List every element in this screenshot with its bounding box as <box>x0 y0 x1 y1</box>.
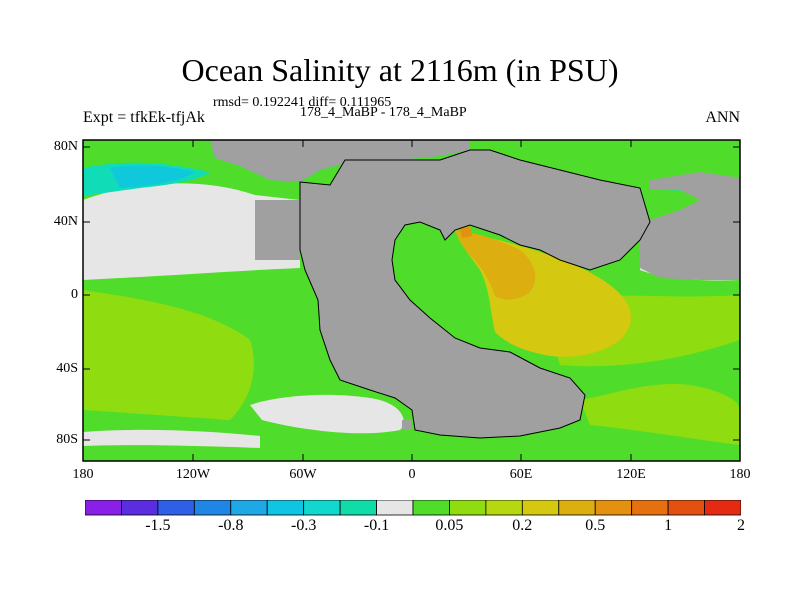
colorbar-box <box>485 500 523 516</box>
colorbar-box <box>266 500 305 516</box>
lat-label-40n: 40N <box>53 214 78 229</box>
colorbar-box <box>412 500 450 516</box>
lat-label-80n: 80N <box>53 139 78 154</box>
lat-label-0: 0 <box>71 287 78 302</box>
colorbar-box <box>631 500 669 516</box>
colorbar-tick-label: 2 <box>737 517 745 534</box>
colorbar-box <box>376 500 414 516</box>
lon-label-180e: 180 <box>729 467 751 482</box>
colorbar-box <box>85 500 122 516</box>
colorbar-box <box>339 500 377 516</box>
subtitle: 178_4_MaBP - 178_4_MaBP <box>300 105 467 120</box>
southern-lightgreen-band <box>83 290 254 420</box>
colorbar-box <box>449 500 487 516</box>
colorbar-box <box>704 500 741 516</box>
season-label: ANN <box>705 109 740 126</box>
coastline <box>299 149 651 439</box>
colorbar-box <box>193 500 232 516</box>
colorbar-tick-label: -0.1 <box>363 517 390 534</box>
tethys-dark-orange-anomaly <box>460 226 472 238</box>
colorbar-box <box>521 500 560 516</box>
land-polar <box>83 140 740 280</box>
southern-neutral-strip <box>83 429 260 448</box>
experiment-label: Expt = tfkEk-tfjAk <box>83 109 205 126</box>
colorbar-tick-label: 0.5 <box>585 517 606 534</box>
colorbar-box <box>667 500 705 516</box>
colorbar-box <box>157 500 195 516</box>
colorbar <box>85 500 741 516</box>
axis-ticks <box>82 140 741 461</box>
colorbar-box <box>121 500 159 516</box>
southern-neutral-patch <box>250 394 404 434</box>
colorbar-tick-label: 0.05 <box>435 517 464 534</box>
chart-title: Ocean Salinity at 2116m (in PSU) <box>181 52 619 88</box>
colorbar-tick-label: -0.3 <box>291 517 317 534</box>
land-islet <box>402 420 412 430</box>
lon-label-120w: 120W <box>175 467 211 482</box>
north-pacific-cyan <box>110 165 195 188</box>
north-pacific-neutral-2 <box>83 183 300 250</box>
lon-label-120e: 120E <box>616 467 646 482</box>
lon-label-0: 0 <box>408 467 416 482</box>
stats-line: rmsd= 0.192241 diff= 0.111965 <box>213 95 392 110</box>
lat-label-40s: 40S <box>56 361 78 376</box>
land-west-strip <box>255 200 300 260</box>
land-supercontinent <box>300 150 650 438</box>
colorbar-box <box>594 500 633 516</box>
tethys-orange-anomaly <box>455 230 536 300</box>
colorbar-tick-label: 1 <box>664 517 673 534</box>
map-field <box>83 140 740 461</box>
colorbar-box <box>230 500 268 516</box>
north-pacific-neutral <box>83 227 300 280</box>
lat-label-80s: 80S <box>56 432 78 447</box>
southern-lightgreen-band-2 <box>580 383 740 445</box>
colorbar-box <box>303 500 341 516</box>
colorbar-tick-label: -0.8 <box>218 517 244 534</box>
lon-label-180w: 180 <box>72 467 94 482</box>
colorbar-tick-label: 0.2 <box>512 517 533 534</box>
colorbar-tick-label: -1.5 <box>145 517 171 534</box>
lon-label-60e: 60E <box>509 467 533 482</box>
colorbar-box <box>558 500 596 516</box>
lon-label-60w: 60W <box>289 467 317 482</box>
